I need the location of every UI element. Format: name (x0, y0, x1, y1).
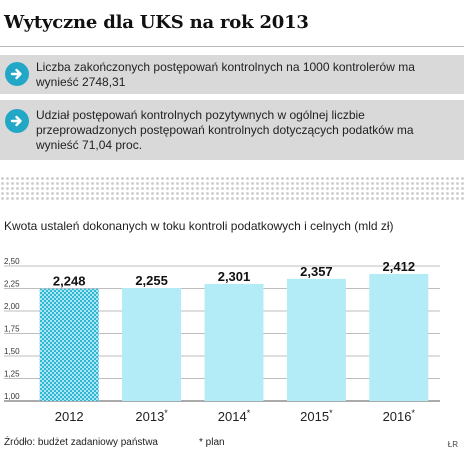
y-tick-label: 1,25 (4, 370, 20, 379)
x-tick-label: 2013* (135, 408, 168, 424)
page-title: Wytyczne dla UKS na rok 2013 (4, 12, 309, 33)
title-divider (0, 46, 464, 47)
y-tick-label: 2,25 (4, 280, 20, 289)
bar-chart: 2,50 2,25 2,00 1,75 1,50 1,25 1,00 2,248 2012 2,… (4, 257, 440, 424)
x-tick-label: 2014* (218, 408, 251, 424)
source-note: Źródło: budżet zadaniowy państwa (4, 437, 158, 448)
guideline-text: Liczba zakończonych postępowań kontrolny… (36, 60, 415, 89)
value-label: 2,248 (53, 274, 86, 289)
author-credit: ŁR (447, 440, 458, 449)
chart-title: Kwota ustaleń dokonanych w toku kontroli… (4, 219, 394, 233)
y-tick-label: 2,50 (4, 257, 20, 266)
value-label: 2,255 (135, 273, 168, 288)
bar-2015 (286, 278, 346, 401)
x-tick-label: 2016* (383, 408, 416, 424)
arrow-right-icon (5, 62, 29, 86)
bar-2014 (204, 283, 264, 401)
x-tick-label: 2012 (55, 409, 84, 424)
value-label: 2,412 (383, 259, 416, 274)
value-label: 2,357 (300, 264, 333, 279)
y-tick-label: 2,00 (4, 302, 20, 311)
y-tick-label: 1,75 (4, 325, 20, 334)
bar-2016 (369, 273, 429, 401)
dotted-separator (0, 176, 464, 200)
guideline-item-2: Udział postępowań kontrolnych pozytywnyc… (0, 100, 464, 160)
bar-2013 (122, 288, 182, 401)
bar-2012 (39, 288, 99, 401)
value-label: 2,301 (218, 269, 251, 284)
y-tick-label: 1,50 (4, 347, 20, 356)
guideline-text: Udział postępowań kontrolnych pozytywnyc… (36, 108, 414, 152)
guideline-item-1: Liczba zakończonych postępowań kontrolny… (0, 55, 464, 94)
x-tick-label: 2015* (300, 408, 333, 424)
arrow-right-icon (5, 109, 29, 133)
plan-note: * plan (199, 437, 225, 448)
y-tick-label: 1,00 (4, 392, 20, 401)
